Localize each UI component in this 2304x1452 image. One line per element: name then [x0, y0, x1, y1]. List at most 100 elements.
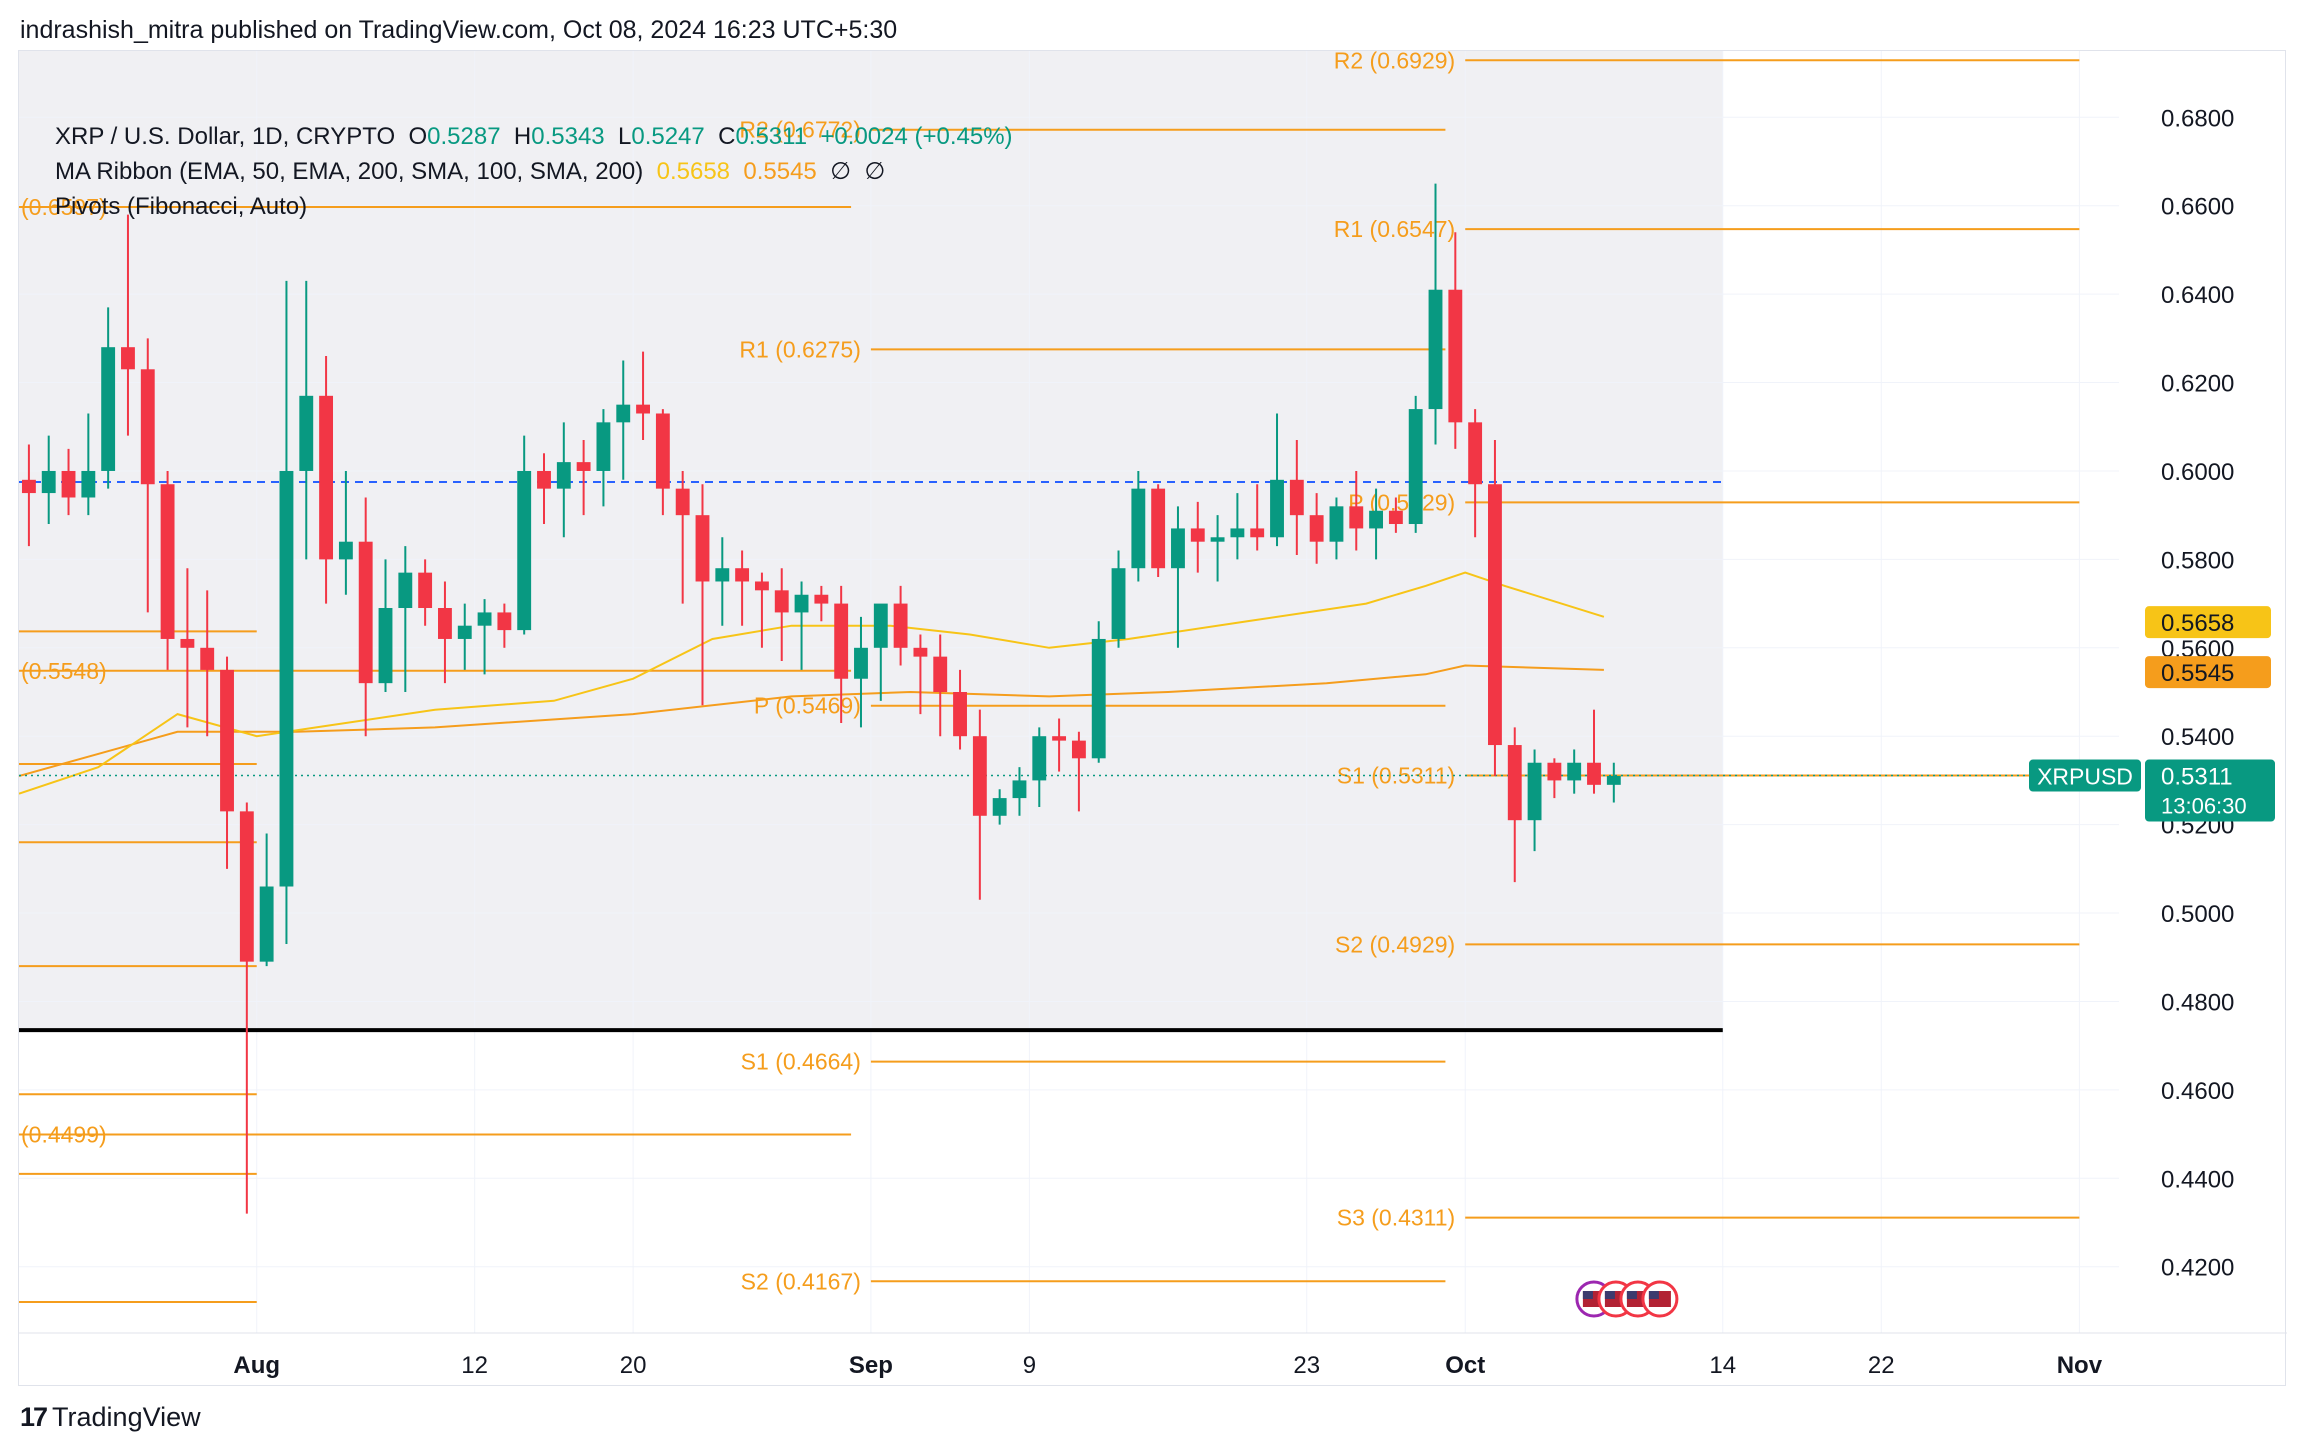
candle-body: [1032, 736, 1047, 781]
candle-body: [81, 470, 96, 498]
candle-body: [576, 462, 591, 471]
pivot-label: S3 (0.4311): [1337, 1205, 1455, 1231]
candle-body: [1507, 745, 1522, 821]
legend-ma-title[interactable]: MA Ribbon (EMA, 50, EMA, 200, SMA, 100, …: [55, 158, 644, 185]
candle-body: [338, 541, 353, 560]
pivot-label: (0.6597): [21, 194, 107, 220]
legend-high: 0.5343: [531, 123, 605, 150]
candle-body: [1250, 528, 1265, 538]
legend-open: 0.5287: [427, 123, 501, 150]
pivot-label: S1 (0.4664): [741, 1049, 861, 1075]
event-flag-canton: [1604, 1291, 1615, 1299]
x-tick-label: 22: [1868, 1352, 1895, 1379]
event-flag-canton: [1582, 1291, 1593, 1299]
candle-body: [259, 886, 274, 962]
pivot-label: R1 (0.6547): [1334, 216, 1455, 242]
pivot-label: R1 (0.6275): [739, 336, 860, 362]
candle-body: [1071, 740, 1086, 759]
candle-body: [1567, 762, 1582, 781]
candle-body: [121, 347, 135, 370]
candle-body: [1091, 638, 1106, 759]
candle-body: [180, 638, 195, 648]
candle-body: [457, 625, 472, 639]
candle-body: [754, 581, 769, 591]
candle-body: [636, 404, 650, 414]
candle-body: [953, 692, 967, 737]
candle-body: [1289, 479, 1304, 516]
y-tick-label: 0.6000: [2161, 459, 2234, 486]
candle-body: [1230, 528, 1245, 538]
candle-body: [655, 413, 670, 489]
candle-body: [893, 603, 908, 648]
legend-ma-ribbon: MA Ribbon (EMA, 50, EMA, 200, SMA, 100, …: [55, 154, 1013, 189]
y-tick-label: 0.5000: [2161, 901, 2234, 928]
pivot-label: (0.4499): [21, 1122, 107, 1148]
y-tick-label: 0.5800: [2161, 547, 2234, 574]
candle-body: [1468, 422, 1483, 485]
legend-ma-na-1: ∅: [830, 158, 852, 185]
legend-high-label: H: [513, 123, 532, 150]
y-tick-label: 0.6800: [2161, 105, 2234, 132]
candle-body: [279, 470, 294, 887]
pivot-label: (0.5548): [21, 658, 107, 684]
event-flag-icon[interactable]: [1641, 1280, 1679, 1318]
event-flag-canton: [1626, 1291, 1637, 1299]
candle-body: [1210, 537, 1225, 542]
candle-body: [299, 395, 314, 471]
candle-body: [1131, 488, 1146, 569]
candle-body: [992, 798, 1007, 816]
candle-body: [1012, 780, 1027, 799]
symbol-tag-label: XRPUSD: [2037, 764, 2133, 790]
y-tick-label: 0.4400: [2161, 1166, 2234, 1193]
pivot-label: S2 (0.4929): [1335, 931, 1455, 957]
pivot-label: R2 (0.6772): [739, 117, 860, 143]
candle-body: [1111, 568, 1126, 639]
ma-price-tag: [2145, 606, 2271, 639]
candle-body: [1547, 762, 1562, 781]
legend-ma-value-1: 0.5658: [656, 158, 731, 185]
price-chart[interactable]: (0.6597) (0.5548) (0.4499) R2 (0.6772) R1 (0…: [19, 51, 2287, 1387]
candle-body: [854, 647, 868, 679]
candle-body: [517, 470, 532, 631]
pivot-label: R2 (0.6929): [1334, 51, 1455, 73]
candle-body: [715, 568, 730, 582]
candle-body: [319, 395, 334, 560]
candle-body: [596, 422, 611, 471]
candle-body: [220, 669, 234, 812]
y-tick-label: 0.4200: [2161, 1255, 2234, 1282]
y-tick-label: 0.6200: [2161, 371, 2234, 398]
candle-body: [873, 603, 888, 648]
x-tick-label: Sep: [849, 1352, 893, 1379]
candle-body: [774, 590, 789, 613]
publisher-line: indrashish_mitra published on TradingVie…: [20, 16, 898, 44]
legend-close-label: C: [718, 123, 736, 150]
legend-ohlc: XRP / U.S. Dollar, 1D, CRYPTO O0.5287 H0…: [55, 119, 1013, 154]
candle-body: [814, 594, 829, 604]
candle-body: [1190, 528, 1205, 542]
pivot-label: P (0.5469): [754, 693, 861, 719]
legend-ma-value-2: 0.5545: [743, 158, 817, 185]
tradingview-logo[interactable]: 17 TradingView: [20, 1402, 201, 1433]
legend-pivots-title[interactable]: Pivots (Fibonacci, Auto): [55, 193, 308, 220]
pivot-label: S1 (0.5311): [1337, 763, 1455, 789]
last-price-tag-label: 0.5311: [2161, 764, 2233, 791]
candle-body: [1488, 484, 1502, 746]
legend-symbol[interactable]: XRP / U.S. Dollar, 1D, CRYPTO: [55, 123, 396, 150]
candle-body: [358, 541, 373, 684]
candle-body: [1349, 506, 1364, 529]
candle-body: [537, 470, 551, 489]
candle-body: [556, 462, 571, 489]
legend-pivots: Pivots (Fibonacci, Auto): [55, 189, 1013, 224]
candle-body: [477, 612, 492, 626]
event-flag-canton: [1648, 1291, 1659, 1299]
x-tick-label: 12: [461, 1352, 488, 1379]
candle-body: [1151, 488, 1166, 569]
candle-body: [160, 484, 175, 639]
x-tick-label: 9: [1023, 1352, 1036, 1379]
candle-body: [1587, 762, 1601, 785]
candle-body: [1309, 515, 1324, 542]
candle-body: [1270, 479, 1284, 538]
countdown-label: 13:06:30: [2161, 794, 2247, 819]
y-tick-label: 0.5400: [2161, 724, 2234, 751]
candle-body: [101, 347, 116, 471]
